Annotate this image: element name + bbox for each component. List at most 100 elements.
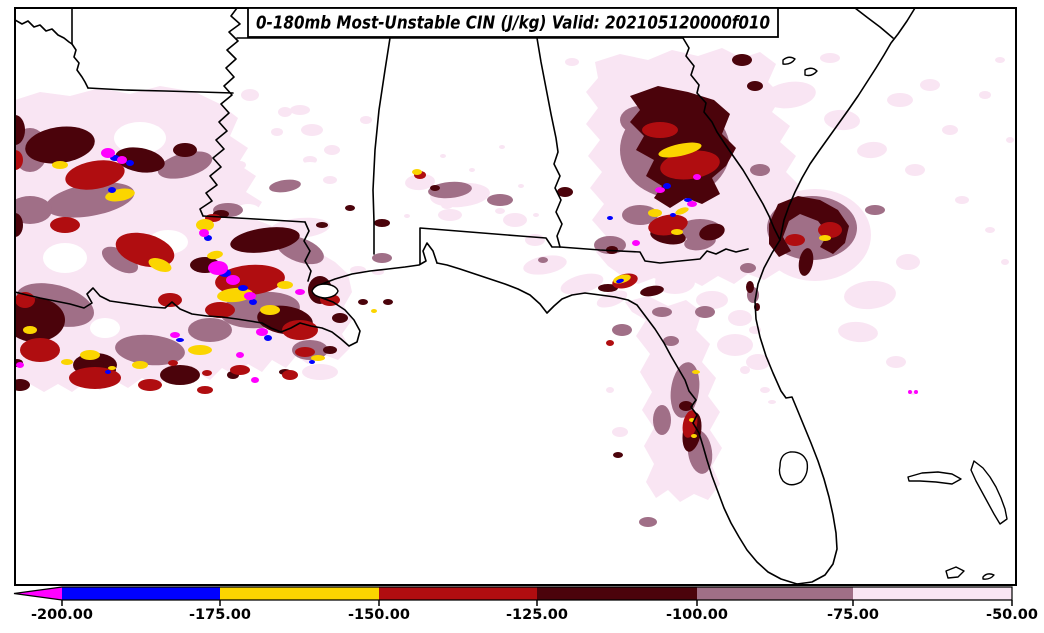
cin-blob: [115, 334, 185, 366]
cin-blob: [663, 183, 671, 189]
cin-blob: [905, 164, 925, 176]
cin-blob: [671, 229, 683, 235]
colorbar-tick-label: -100.00: [666, 607, 728, 623]
water-features: [311, 56, 1008, 580]
cin-blob: [197, 386, 213, 394]
cin-blob: [371, 309, 377, 313]
cin-blob: [687, 201, 697, 207]
cin-blob: [942, 125, 958, 135]
cin-blob: [230, 365, 250, 375]
cin-blob: [138, 379, 162, 391]
cin-blob: [301, 124, 323, 136]
water-outline: [970, 460, 1008, 525]
cin-blob: [65, 160, 125, 190]
title-box: 0-180mb Most-Unstable CIN (J/kg) Valid: …: [247, 7, 779, 38]
colorbar-segment: [379, 587, 537, 600]
cin-blob: [675, 207, 689, 215]
cin-blob: [740, 366, 750, 374]
cin-blob: [606, 340, 614, 346]
cin-blob: [732, 54, 752, 66]
cin-blob: [785, 234, 805, 246]
cin-blob: [699, 223, 725, 241]
cin-blob: [886, 356, 906, 368]
cin-blob: [612, 324, 632, 336]
cin-blob: [430, 185, 440, 191]
cin-blob: [607, 216, 613, 220]
cin-blob: [126, 160, 134, 166]
cin-blob: [660, 150, 720, 180]
cin-blob: [652, 307, 672, 317]
cin-blob: [908, 390, 912, 394]
cin-blob: [560, 273, 604, 295]
cin-blob: [642, 122, 678, 138]
colorbar-tick-label: -150.00: [348, 607, 410, 623]
cin-blob: [487, 194, 513, 206]
cin-blob: [158, 293, 182, 307]
cin-blob: [90, 361, 104, 369]
cin-blob: [955, 196, 969, 204]
cin-blob: [303, 156, 317, 164]
cin-blob: [25, 126, 95, 164]
cin-blob: [495, 208, 505, 214]
cin-blob: [176, 338, 184, 342]
colorbar-tick-label: -200.00: [31, 607, 93, 623]
cin-blob: [679, 401, 693, 411]
state-boundary-line: [15, 242, 438, 347]
cin-blob: [323, 176, 337, 184]
cin-blob: [383, 299, 393, 305]
state-boundary-line: [87, 87, 234, 94]
cin-blob: [844, 280, 896, 310]
cin-blob: [692, 370, 700, 374]
colorbar: -200.00 -175.00 -150.00 -125.00 -100.00 …: [13, 586, 1038, 623]
cin-blob: [15, 115, 25, 145]
cin-blob: [199, 229, 209, 237]
cin-blob: [655, 187, 665, 193]
cin-blob: [295, 289, 305, 295]
cin-blob: [1001, 259, 1009, 265]
cin-blob: [695, 306, 715, 318]
water-outline: [907, 471, 962, 485]
cin-blob: [238, 285, 248, 291]
cin-blob: [696, 291, 728, 309]
cin-blob: [50, 217, 80, 233]
cin-blob: [717, 334, 753, 356]
cin-blob: [518, 184, 524, 188]
cin-blob: [820, 53, 840, 63]
cin-blob: [236, 352, 244, 358]
water-outline: [311, 283, 339, 299]
state-boundary-line: [854, 8, 894, 39]
cin-blob: [173, 143, 197, 157]
cin-blob: [979, 91, 991, 99]
colorbar-segments: [13, 586, 1013, 601]
cin-blob: [114, 122, 166, 154]
cin-blob: [311, 355, 325, 361]
state-boundary-line: [71, 43, 89, 89]
cin-blob: [612, 427, 628, 437]
cin-blob: [215, 264, 285, 296]
cin-blob: [226, 275, 240, 285]
cin-blob: [23, 326, 37, 334]
state-boundary-line: [199, 8, 241, 217]
cin-blob: [16, 362, 24, 368]
cin-blob: [202, 370, 212, 376]
cin-blob: [746, 281, 754, 293]
plot-title: 0-180mb Most-Unstable CIN (J/kg) Valid: …: [256, 14, 770, 34]
cin-blob: [80, 350, 100, 360]
cin-blob: [260, 305, 280, 315]
cin-blob: [358, 299, 368, 305]
cin-blob: [115, 147, 165, 173]
cin-blob: [670, 213, 676, 217]
cin-blob: [648, 209, 662, 217]
water-outline: [778, 451, 809, 486]
cin-blob: [332, 313, 348, 323]
cin-blob: [682, 410, 698, 438]
cin-blob: [663, 336, 679, 346]
state-boundary-line: [682, 37, 781, 241]
cin-blob: [196, 219, 214, 231]
cin-blob: [69, 367, 121, 389]
cin-blob: [658, 142, 702, 158]
cin-blob: [655, 270, 695, 294]
cin-blob: [20, 338, 60, 362]
cin-blob: [61, 359, 73, 365]
cin-blob: [740, 263, 756, 273]
